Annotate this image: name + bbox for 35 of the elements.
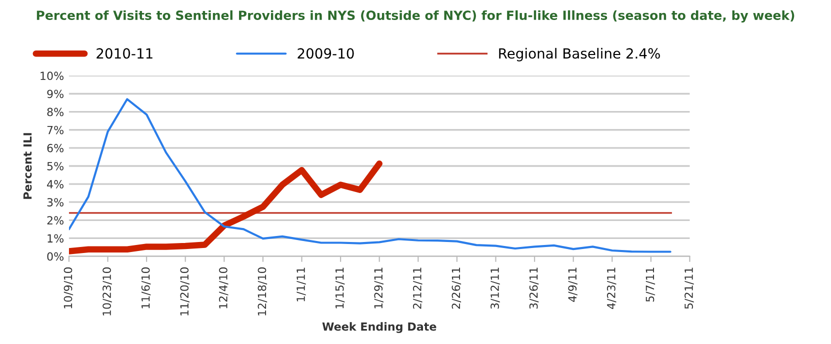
y-tick-label: 2% (47, 216, 64, 225)
x-tick-label: 10/23/10 (102, 267, 112, 316)
x-tick-label: 4/9/11 (568, 268, 578, 302)
y-tick-label: 3% (47, 198, 64, 206)
x-tick-label: 2/26/11 (452, 268, 462, 309)
x-tick-label: 5/21/11 (684, 268, 694, 309)
y-tick-label: 9% (47, 90, 64, 98)
y-tick-label: 5% (47, 162, 64, 170)
y-tick-label: 0% (47, 252, 64, 261)
x-tick-label: 11/6/10 (141, 267, 151, 308)
y-tick-label: 6% (47, 144, 64, 152)
x-axis-title: Week Ending Date (322, 322, 436, 333)
y-tick-label: 4% (47, 180, 64, 188)
x-tick-label: 12/18/10 (258, 267, 268, 316)
x-tick-label: 11/20/10 (180, 267, 190, 316)
x-tick-label: 5/7/11 (646, 268, 656, 302)
y-tick-label: 7% (47, 126, 64, 134)
x-tick-label: 12/4/10 (218, 267, 228, 308)
x-tick-label: 1/1/11 (296, 268, 306, 302)
x-tick-label: 1/15/11 (336, 268, 345, 308)
y-tick-label: 8% (47, 108, 64, 116)
x-tick-label: 1/29/11 (374, 268, 384, 308)
x-tick-label: 3/12/11 (490, 268, 500, 309)
chart-title: Percent of Visits to Sentinel Providers in NYS (Outside of NYC) for Flu-like Illness (season to date, by week) (36, 10, 794, 23)
line-series (68, 98, 672, 253)
x-tick-label: 2/12/11 (412, 268, 422, 309)
y-tick-label: 10% (40, 72, 64, 80)
legend-label: Regional Baseline 2.4% (499, 48, 660, 62)
x-tick-label: 10/9/10 (64, 267, 74, 308)
legend-label: 2009-10 (298, 48, 354, 59)
y-axis-title: Percent ILI (23, 133, 32, 199)
legend-label: 2010-11 (96, 48, 152, 59)
x-tick-label: 4/23/11 (606, 268, 616, 309)
x-tick-label: 3/26/11 (529, 268, 539, 309)
y-tick-label: 1% (48, 234, 64, 243)
